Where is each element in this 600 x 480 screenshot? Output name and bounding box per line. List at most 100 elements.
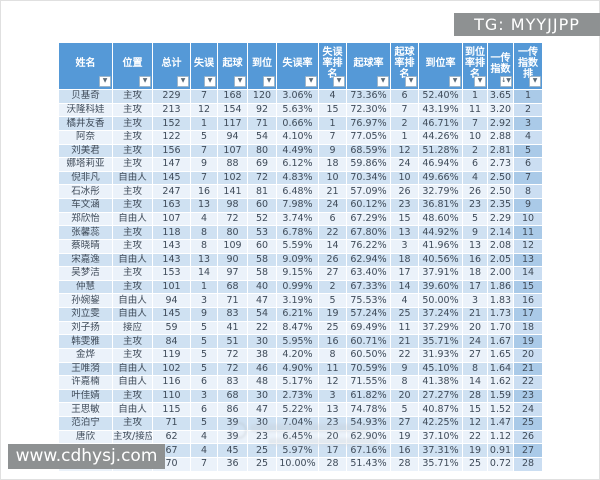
cell-total: 101 [152, 279, 191, 295]
filter-icon[interactable]: ▼ [234, 76, 246, 87]
cell-digs: 39 [217, 416, 248, 431]
table-row: 倪非凡 自由人 145 7 102 72 4.83% 10 70.34% 10 49.66% 4 2.5… [58, 170, 543, 186]
cell-in-position: 30 [247, 388, 277, 404]
cell-total: 147 [152, 157, 191, 172]
cell-error-rate: 7.98% [276, 198, 319, 213]
cell-dig-rate-rank: 16 [390, 443, 419, 458]
cell-position: 主攻 [112, 116, 153, 131]
cell-error-rate-rank: 3 [318, 388, 347, 404]
cell-name: 宋嘉逸 [58, 252, 113, 268]
cell-digs: 71 [217, 293, 248, 308]
cell-error-rate-rank: 6 [318, 211, 347, 227]
cell-position: 接应 [112, 320, 153, 336]
cell-pass-index-rank: 13 [513, 252, 543, 268]
cell-in-position-rate: 37.24% [418, 307, 463, 322]
cell-position: 主攻 [112, 89, 153, 104]
filter-icon[interactable]: ▼ [177, 76, 189, 87]
cell-pass-index: 2.00 [487, 266, 514, 281]
filter-icon[interactable]: ▼ [204, 76, 216, 87]
cell-error-rate-rank: 12 [318, 375, 347, 390]
filter-icon[interactable]: ▼ [263, 76, 275, 87]
cell-digs: 109 [217, 238, 248, 254]
cell-pass-index: 2.92 [487, 116, 514, 131]
filter-icon[interactable]: ▼ [139, 76, 151, 87]
cell-in-position-rate-rank: 1 [462, 89, 488, 104]
cell-in-position-rate-rank: 4 [462, 170, 488, 186]
filter-icon[interactable]: ▼ [99, 76, 111, 87]
cell-position: 主攻 [112, 416, 153, 431]
cell-total: 59 [152, 320, 191, 336]
cell-name: 王思敏 [58, 402, 113, 417]
cell-dig-rate-rank: 3 [390, 238, 419, 254]
cell-total: 152 [152, 116, 191, 131]
cell-position: 自由人 [112, 361, 153, 377]
cell-digs: 168 [217, 89, 248, 104]
table-row: 叶佳婧 主攻 110 3 68 30 2.73% 3 61.82% 20 27.27% 28 1.59 2… [58, 388, 543, 404]
cell-pass-index: 2.14 [487, 225, 514, 240]
col-header-dig-rate: 起球率 ▼ [346, 42, 391, 90]
cell-pass-index: 2.08 [487, 238, 514, 254]
cell-error-rate: 8.47% [276, 320, 319, 336]
cell-pass-index: 2.81 [487, 143, 514, 159]
cell-errors: 4 [190, 211, 218, 227]
sort-filter-icon[interactable]: ↓▼ [500, 76, 512, 87]
col-header-label: 一传 指数 [490, 52, 511, 75]
cell-digs: 141 [217, 184, 248, 199]
cell-errors: 3 [190, 388, 218, 404]
cell-errors: 6 [190, 402, 218, 417]
cell-in-position-rate: 49.66% [418, 170, 463, 186]
cell-errors: 5 [190, 320, 218, 336]
filter-icon[interactable]: ▼ [333, 76, 345, 87]
col-header-label: 起球 [222, 58, 243, 69]
table-row: 阿奈 主攻 122 5 94 54 4.10% 7 77.05% 1 44.26% 10 2.88 4 [58, 129, 543, 145]
cell-error-rate: 5.63% [276, 102, 319, 118]
cell-errors: 14 [190, 266, 218, 281]
cell-in-position-rate-rank: 18 [462, 266, 488, 281]
cell-pass-index-rank: 11 [513, 225, 543, 240]
cell-digs: 117 [217, 116, 248, 131]
cell-total: 163 [152, 198, 191, 213]
cell-error-rate-rank: 1 [318, 116, 347, 131]
cell-error-rate-rank: 4 [318, 89, 347, 104]
cell-in-position-rate: 37.29% [418, 320, 463, 336]
cell-in-position-rate: 41.38% [418, 375, 463, 390]
cell-position: 自由人 [112, 252, 153, 268]
filter-icon[interactable]: ▼ [474, 76, 486, 87]
cell-digs: 97 [217, 266, 248, 281]
filter-icon[interactable]: ▼ [449, 76, 461, 87]
cell-errors: 5 [190, 129, 218, 145]
cell-in-position-rate-rank: 15 [462, 402, 488, 417]
table-row: 郑欣怡 自由人 107 4 72 52 3.74% 6 67.29% 15 48.60% 5 2.29 1… [58, 211, 543, 227]
cell-in-position-rate: 46.71% [418, 116, 463, 131]
filter-icon[interactable]: ▼ [405, 76, 417, 87]
cell-error-rate: 5.97% [276, 443, 319, 458]
cell-in-position: 71 [247, 116, 277, 131]
cell-name: 橘井友香 [58, 116, 113, 131]
cell-error-rate: 6.48% [276, 184, 319, 199]
filter-icon[interactable]: ▼ [377, 76, 389, 87]
col-header-label: 到位 [252, 58, 272, 69]
cell-pass-index: 1.73 [487, 307, 514, 322]
cell-dig-rate: 63.40% [346, 266, 391, 281]
table-row: 贝基奇 主攻 229 7 168 120 3.06% 4 73.36% 6 52.40% 1 3.65 1 [58, 89, 543, 104]
cell-error-rate: 5.22% [276, 402, 319, 417]
col-header-label: 起球 率排 名 [394, 47, 415, 80]
cell-pass-index: 3.65 [487, 89, 514, 104]
col-header-dig-rate-rank: 起球 率排 名 ▼ [390, 42, 419, 90]
cell-error-rate-rank: 28 [318, 456, 347, 472]
col-header-name: 姓名 ▼ [58, 42, 113, 90]
cell-dig-rate: 70.34% [346, 170, 391, 186]
cell-digs: 90 [217, 252, 248, 268]
table-row: 橘井友香 主攻 152 1 117 71 0.66% 1 76.97% 2 46.71% 7 2.92 3 [58, 116, 543, 131]
filter-icon[interactable]: ▼ [529, 76, 541, 87]
cell-in-position-rate: 36.81% [418, 198, 463, 213]
cell-pass-index: 1.86 [487, 279, 514, 295]
cell-in-position-rate-rank: 11 [462, 102, 488, 118]
table-row: 宋嘉逸 自由人 143 13 90 58 9.09% 26 62.94% 18 40.56% 16 2.… [58, 252, 543, 268]
cell-error-rate: 5.17% [276, 375, 319, 390]
cell-error-rate-rank: 11 [318, 361, 347, 377]
cell-in-position: 47 [247, 293, 277, 308]
cell-total: 71 [152, 416, 191, 431]
filter-icon[interactable]: ▼ [305, 76, 317, 87]
cell-in-position-rate: 42.25% [418, 416, 463, 431]
